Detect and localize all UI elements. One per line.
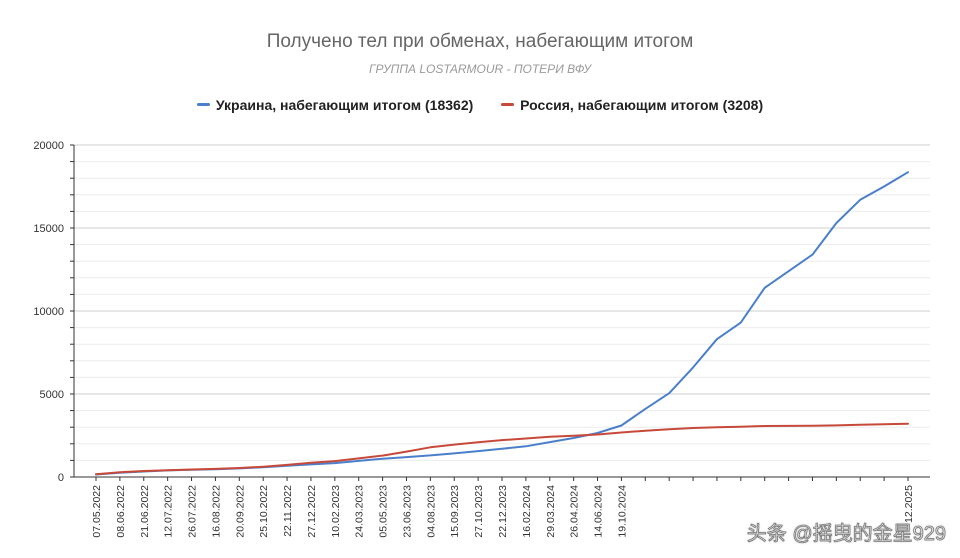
x-tick-label: 26.07.2022 <box>187 485 199 538</box>
axes <box>70 144 930 481</box>
chart-legend: Украина, набегающим итогом (18362) Росси… <box>0 97 960 113</box>
y-tick-labels: 0 5000 10000 15000 20000 <box>33 140 64 484</box>
x-tick-label: 23.06.2023 <box>401 485 413 538</box>
y-tick-label: 15000 <box>33 223 64 235</box>
legend-swatch-russia <box>501 102 515 106</box>
x-tick-label: 10.02.2023 <box>330 485 342 538</box>
x-tick-label: 25.10.2022 <box>258 485 270 538</box>
x-tick-label: 16.08.2022 <box>210 485 222 538</box>
grid-lines <box>74 144 930 478</box>
y-tick-label: 0 <box>58 472 64 484</box>
chart-title: Получено тел при обменах, набегающим ито… <box>266 31 694 52</box>
x-tick-label: 27.10.2023 <box>473 485 485 538</box>
y-tick-label: 5000 <box>40 389 64 401</box>
x-tick-label: 27.12.2022 <box>306 485 318 538</box>
y-tick-label: 20000 <box>33 140 64 152</box>
series-line-russia <box>95 422 909 476</box>
x-tick-label: 26.04.2024 <box>569 485 581 538</box>
x-tick-label: 22.11.2022 <box>282 485 294 537</box>
x-tick-label: 07.05.2022 <box>91 485 103 538</box>
x-tick-label: 15.09.2023 <box>449 485 461 538</box>
series-line-ukraine <box>95 171 909 476</box>
legend-label-ukraine: Украина, набегающим итогом (18362) <box>215 97 474 113</box>
legend-label-russia: Россия, набегающим итогом (3208) <box>520 97 764 113</box>
x-tick-label: 05.05.2023 <box>378 485 390 538</box>
x-tick-label: 24.03.2023 <box>354 485 366 538</box>
legend-swatch-ukraine <box>196 102 210 106</box>
x-tick-label: 12.2025 <box>903 485 915 523</box>
y-tick-label: 10000 <box>33 306 64 318</box>
x-tick-label: 16.02.2024 <box>521 485 533 538</box>
legend-item-ukraine[interactable]: Украина, набегающим итогом (18362) <box>196 97 474 113</box>
series-lines <box>95 171 909 476</box>
x-tick-label: 08.06.2022 <box>115 485 127 538</box>
x-tick-labels: 07.05.2022 08.06.2022 21.06.2022 12.07.2022… <box>91 485 915 538</box>
x-tick-label: 14.06.2024 <box>593 485 605 538</box>
x-tick-label: 29.03.2024 <box>545 485 557 538</box>
x-tick-label: 19.10.2024 <box>616 485 628 538</box>
x-tick-label: 22.12.2023 <box>497 485 509 538</box>
x-tick-label: 20.09.2022 <box>234 485 246 538</box>
watermark: 头条 @摇曳的金星929 <box>746 523 946 546</box>
x-tick-label: 21.06.2022 <box>139 485 151 538</box>
x-tick-label: 12.07.2022 <box>163 485 175 538</box>
x-tick-label: 04.08.2023 <box>425 485 437 538</box>
chart-subtitle: ГРУППА LOSTARMOUR - ПОТЕРИ ВФУ <box>368 62 591 76</box>
legend-item-russia[interactable]: Россия, набегающим итогом (3208) <box>501 97 763 113</box>
